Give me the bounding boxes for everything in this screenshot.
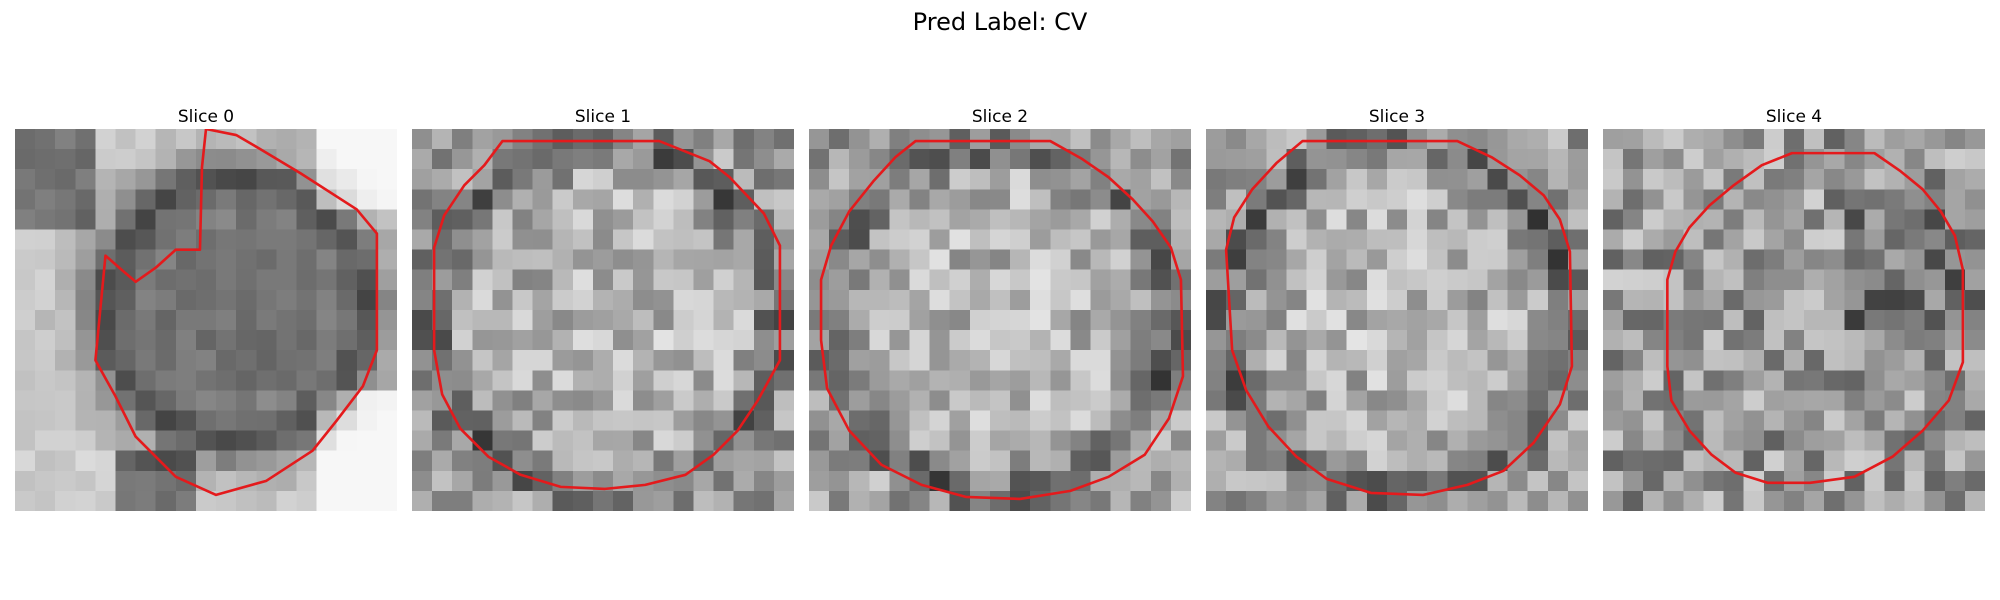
slice-panel-1: Slice 1 [412, 106, 794, 511]
slice-title-4: Slice 4 [1765, 107, 1823, 127]
segmentation-contour [1666, 151, 1965, 485]
slice-image-2 [809, 129, 1191, 511]
segmentation-contour [1224, 139, 1574, 497]
slice-image-0 [15, 129, 397, 511]
slice-panel-4: Slice 4 [1603, 106, 1985, 511]
slice-panel-3: Slice 3 [1206, 106, 1588, 511]
segmentation-contour [432, 139, 782, 491]
slice-title-3: Slice 3 [1368, 107, 1426, 127]
slice-image-4 [1603, 129, 1985, 511]
slice-title-2: Slice 2 [971, 107, 1029, 127]
slice-texture [15, 129, 397, 511]
slice-image-3 [1206, 129, 1588, 511]
slice-panel-0: Slice 0 [15, 106, 397, 511]
slice-texture [809, 129, 1191, 511]
slice-texture [1206, 129, 1588, 511]
figure-title: Pred Label: CV [912, 8, 1088, 36]
slice-texture [1603, 129, 1985, 511]
segmentation-contour [94, 129, 379, 497]
slice-title-0: Slice 0 [177, 107, 235, 127]
segmentation-contour [819, 139, 1185, 501]
slice-panel-2: Slice 2 [809, 106, 1191, 511]
slice-title-1: Slice 1 [574, 107, 632, 127]
slice-image-1 [412, 129, 794, 511]
